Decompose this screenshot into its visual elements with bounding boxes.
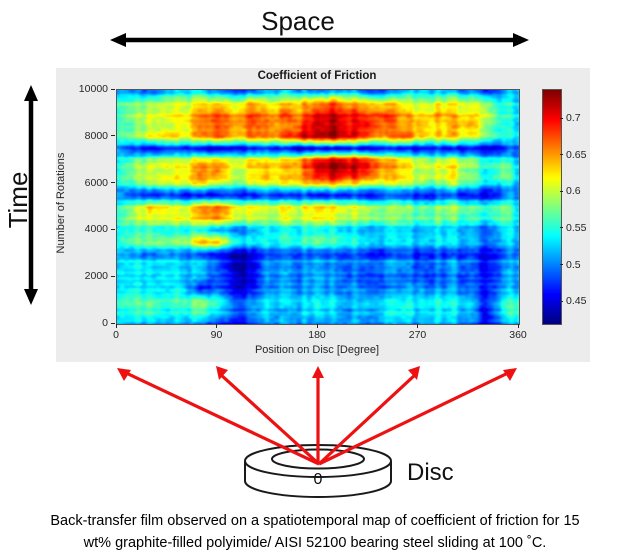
caption-line-2: wt% graphite-filled polyimide/ AISI 5210…: [83, 535, 547, 551]
disc-zero-label: 0: [313, 471, 323, 488]
tick-mark: [115, 324, 117, 328]
tick-mark: [111, 228, 115, 230]
tick-label: 180: [308, 329, 326, 341]
chart-title: Coefficient of Friction: [257, 70, 377, 82]
tick-mark: [560, 300, 563, 302]
tick-label: 6000: [84, 176, 108, 189]
tick-label: 90: [210, 329, 223, 341]
tick-mark: [560, 264, 563, 265]
tick-mark: [517, 324, 519, 328]
film-transfer-arrows: [117, 366, 517, 466]
time-label: Time: [3, 171, 33, 229]
tick-label: 0.45: [566, 295, 587, 308]
x-axis-label: Position on Disc [Degree]: [254, 344, 380, 356]
tick-mark: [111, 135, 115, 137]
tick-label: 2000: [84, 270, 108, 283]
colorbar: [542, 89, 562, 325]
tick-mark: [111, 275, 115, 277]
tick-label: 8000: [84, 129, 108, 142]
heatmap-plot: [116, 89, 520, 325]
tick-label: 360: [509, 329, 527, 341]
tick-label: 0: [102, 317, 108, 329]
tick-mark: [216, 324, 217, 328]
tick-mark: [560, 190, 563, 192]
tick-label: 0.55: [566, 221, 587, 234]
tick-mark: [111, 322, 115, 324]
tick-mark: [417, 324, 418, 328]
tick-label: 0.6: [566, 185, 581, 198]
disc-label: Disc: [407, 459, 454, 486]
tick-label: 0.65: [566, 148, 587, 161]
tick-mark: [560, 227, 563, 229]
space-label: Space: [261, 6, 335, 36]
y-axis-label: Number of Rotations: [55, 152, 67, 254]
caption-line-1: Back-transfer film observed on a spatiot…: [50, 513, 580, 529]
tick-mark: [316, 324, 318, 328]
tick-label: 0: [113, 329, 119, 341]
tick-mark: [111, 182, 115, 184]
tick-mark: [560, 154, 563, 156]
tick-mark: [111, 88, 115, 90]
tick-label: 4000: [84, 223, 108, 236]
tick-label: 0.5: [566, 258, 581, 271]
tick-mark: [560, 117, 563, 119]
tick-label: 0.7: [566, 112, 581, 125]
tick-label: 10000: [78, 83, 108, 95]
tick-label: 270: [408, 329, 427, 341]
